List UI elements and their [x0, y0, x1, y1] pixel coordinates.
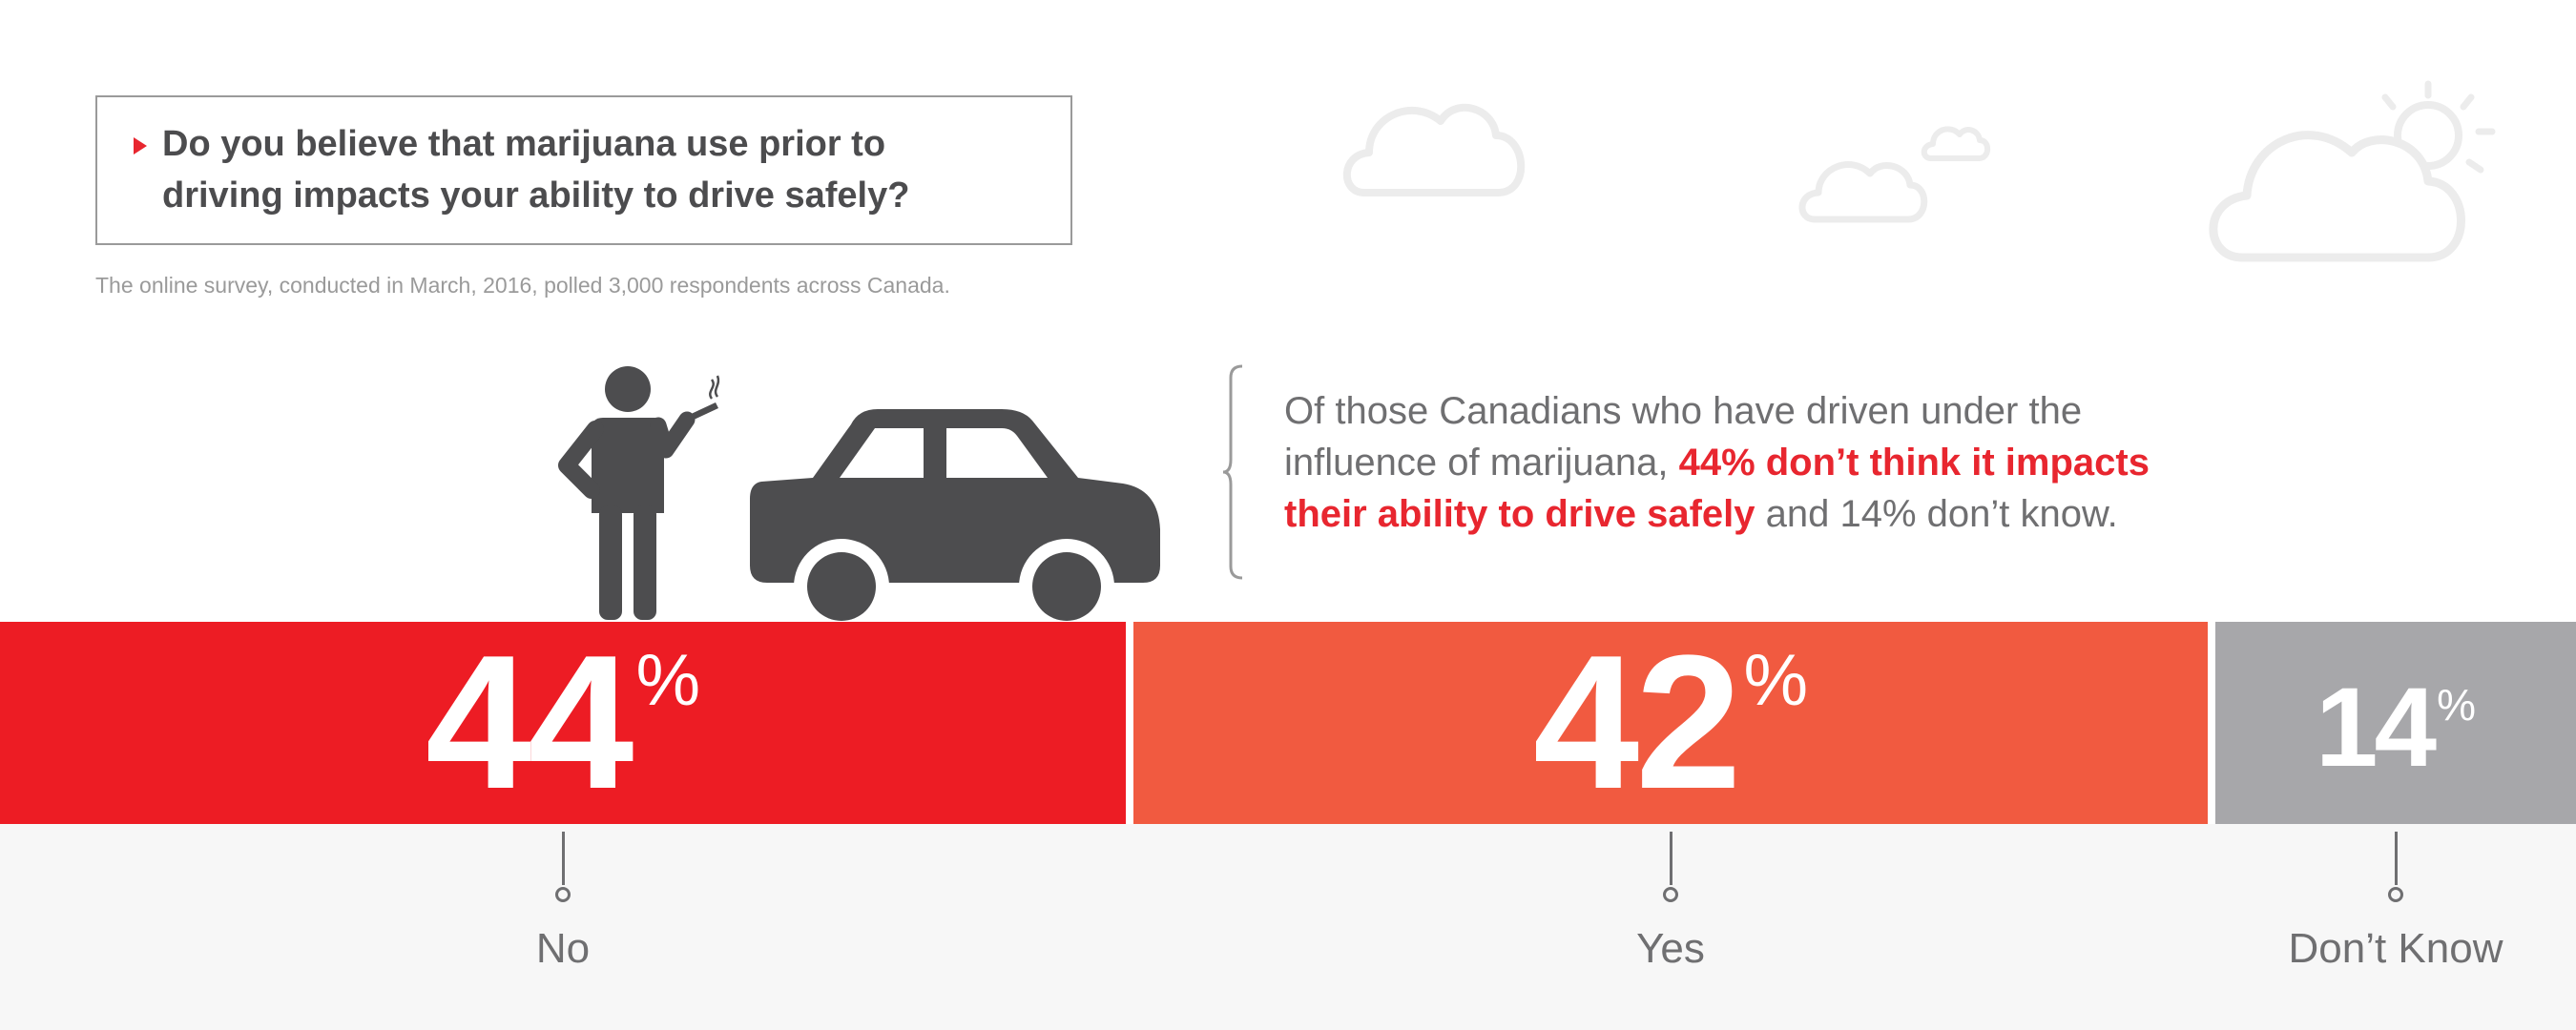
bar-value-number: 44 — [425, 616, 634, 829]
category-label-yes: Yes — [1636, 925, 1705, 972]
person-smoking-icon — [558, 366, 720, 620]
stat-line-3-highlight: their ability to drive safely — [1284, 493, 1755, 535]
category-label-no: No — [535, 925, 591, 972]
arrow-right-icon — [134, 137, 147, 154]
question-line-1: Do you believe that marijuana use prior … — [162, 124, 886, 164]
stat-line-2-plain: influence of marijuana, — [1284, 442, 1679, 484]
question-line-2: driving impacts your ability to drive sa… — [162, 175, 910, 216]
bar-yes: 42% — [1133, 622, 2208, 824]
stat-line-2-highlight: 44% don’t think it impacts — [1678, 442, 2150, 484]
label-dot — [2388, 887, 2403, 902]
brace-icon — [1222, 364, 1243, 580]
cloud-icon — [1342, 103, 1526, 196]
stat-line-1: Of those Canadians who have driven under… — [1284, 390, 2083, 432]
stat-line-3: their ability to drive safely and 14% do… — [1284, 488, 2296, 540]
bar-value-percent: % — [1743, 640, 1809, 721]
label-dot — [1663, 887, 1678, 902]
bar-value-percent: % — [635, 640, 701, 721]
cloud-icon — [1798, 161, 1928, 223]
stat-line-2: influence of marijuana, 44% don’t think … — [1284, 437, 2296, 488]
stat-callout: Of those Canadians who have driven under… — [1284, 385, 2296, 540]
bar-no: 44% — [0, 622, 1126, 824]
bar-value-label: 14% — [2215, 622, 2576, 824]
bar-value-number: 42 — [1532, 616, 1741, 829]
label-dot — [555, 887, 571, 902]
question-text: Do you believe that marijuana use prior … — [162, 118, 1059, 221]
car-icon — [750, 409, 1160, 634]
cloud-icon — [1921, 126, 1991, 161]
bar-value-percent: % — [2437, 680, 2477, 730]
category-label-dont-know: Don’t Know — [2288, 925, 2503, 972]
bar-value-label: 44% — [0, 622, 1126, 824]
bar-dont-know: 14% — [2215, 622, 2576, 824]
stat-line-3-plain: and 14% don’t know. — [1755, 493, 2118, 535]
survey-note: The online survey, conducted in March, 2… — [95, 273, 950, 298]
label-stem — [2394, 832, 2398, 885]
question-box: Do you believe that marijuana use prior … — [95, 95, 1072, 245]
label-stem — [1669, 832, 1672, 885]
label-stem — [561, 832, 565, 885]
bar-value-number: 14 — [2315, 665, 2437, 791]
sun-cloud-icon — [2209, 80, 2496, 262]
bottom-band — [0, 824, 2576, 1030]
bar-value-label: 42% — [1133, 622, 2208, 824]
